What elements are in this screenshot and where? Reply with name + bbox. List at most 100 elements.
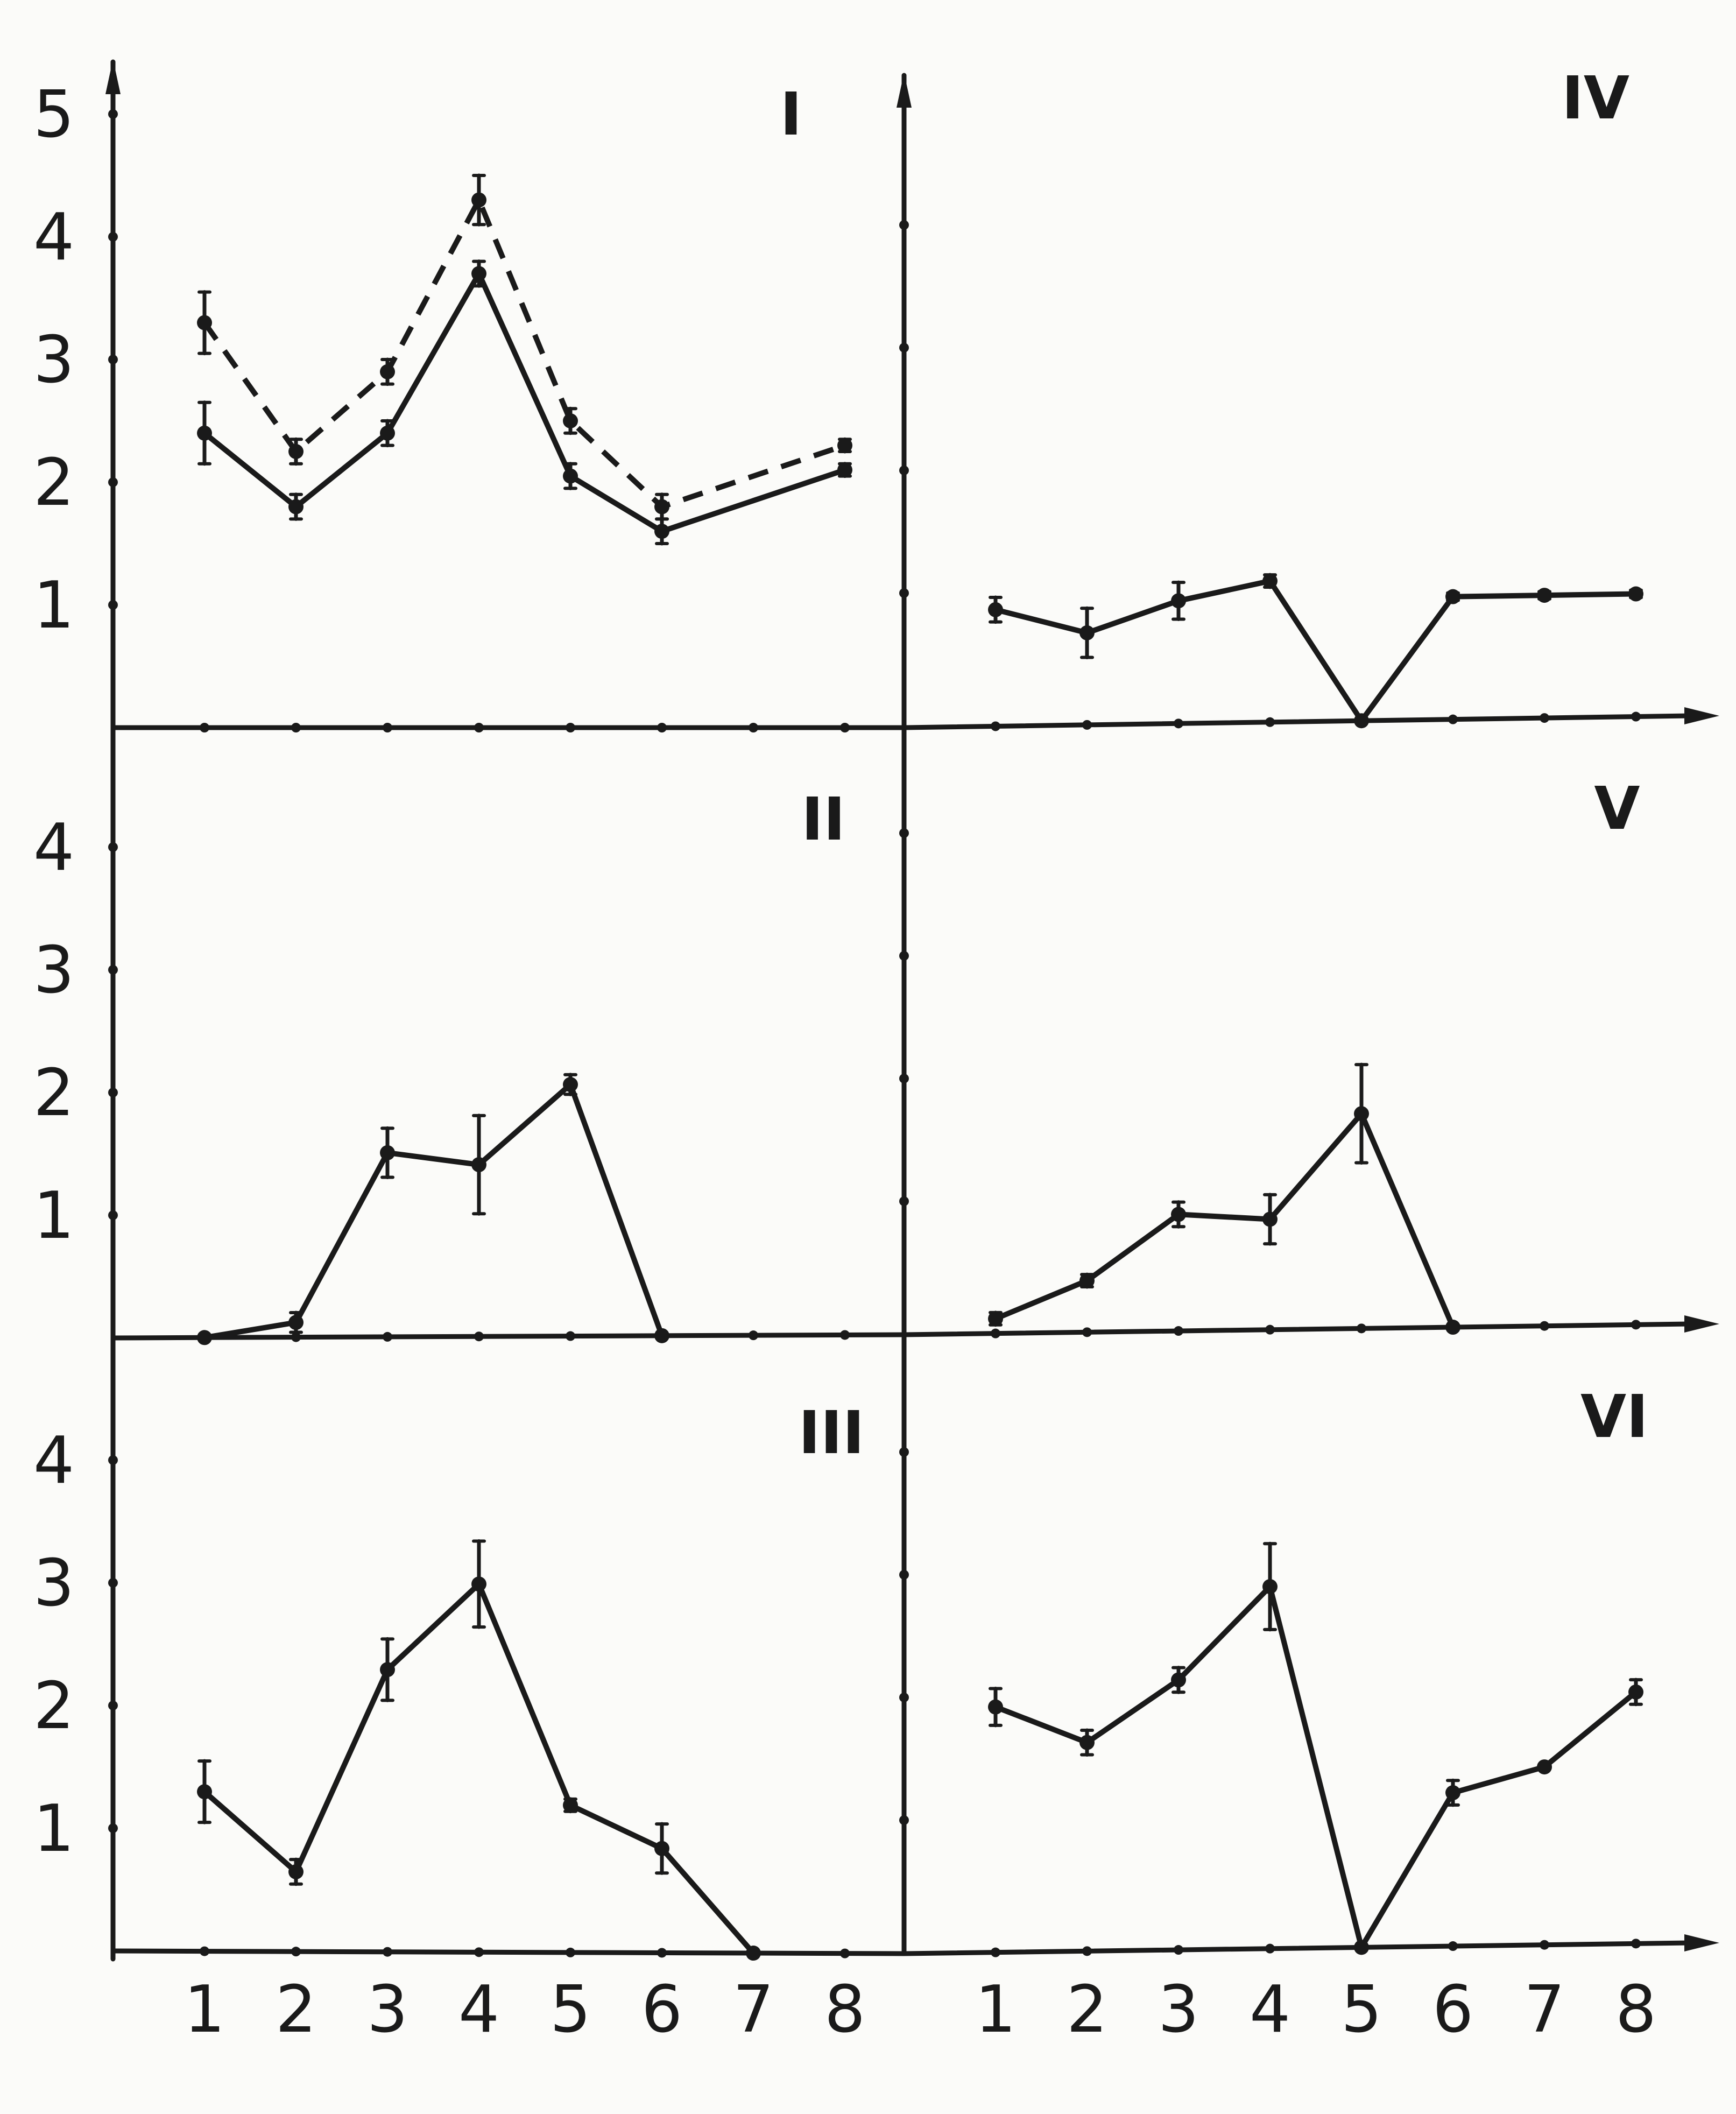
y-tick-IV-4 — [899, 220, 909, 230]
panel-label-VI: VI — [1580, 1382, 1648, 1451]
data-point-V-1-5 — [1354, 1106, 1369, 1122]
data-point-IV-1-1 — [988, 602, 1003, 617]
x-axis-right-row-1 — [901, 713, 1692, 730]
data-point-III-1-7 — [746, 1946, 761, 1961]
data-point-I-2-6 — [654, 524, 669, 539]
panel-label-III: III — [799, 1398, 865, 1467]
y-tick-I-4 — [108, 232, 118, 242]
x-tick-III-8 — [840, 1948, 850, 1958]
data-point-IV-1-8 — [1628, 586, 1643, 602]
x-tick-label-R-3: 3 — [1158, 1972, 1199, 2047]
x-tick-III-5 — [566, 1947, 575, 1957]
y-tick-I-1 — [108, 600, 118, 610]
x-tick-III-4 — [474, 1947, 484, 1957]
x-tick-IV-3 — [1174, 718, 1183, 729]
x-tick-label-L-3: 3 — [367, 1972, 408, 2047]
x-tick-label-R-4: 4 — [1250, 1972, 1290, 2047]
x-axis-arrow-row-1 — [1684, 707, 1719, 724]
y-tick-IV-5 — [899, 97, 909, 107]
x-tick-label-R-8: 8 — [1615, 1972, 1656, 2047]
y-tick-IV-1 — [899, 588, 909, 598]
y-tick-label-I-2: 2 — [33, 446, 74, 520]
series-line-IV-1 — [994, 578, 1636, 724]
panel-label-I: I — [780, 80, 802, 149]
x-tick-label-L-8: 8 — [824, 1972, 865, 2047]
x-tick-VI-7 — [1540, 1940, 1549, 1950]
x-tick-IV-7 — [1540, 713, 1549, 723]
y-tick-III-2 — [108, 1701, 118, 1710]
y-tick-label-I-3: 3 — [33, 323, 74, 398]
series-line-III-1 — [202, 1581, 756, 1955]
y-tick-III-3 — [108, 1578, 118, 1588]
y-tick-II-2 — [108, 1088, 118, 1097]
x-tick-VI-2 — [1082, 1946, 1092, 1956]
x-axis-right-row-2 — [901, 1321, 1692, 1337]
x-axis-left-row-2 — [110, 1332, 907, 1341]
x-axis-left-row-3 — [110, 1948, 907, 1956]
data-point-I-2-8 — [837, 462, 852, 478]
data-point-II-1-1 — [197, 1330, 212, 1345]
data-point-I-1-8 — [837, 438, 852, 453]
series-line-V-1 — [994, 1111, 1456, 1328]
x-tick-I-6 — [657, 723, 667, 732]
y-tick-IV-3 — [899, 343, 909, 353]
x-tick-label-R-5: 5 — [1341, 1972, 1382, 2047]
data-point-I-1-5 — [563, 413, 578, 428]
series-line-VI-1 — [994, 1584, 1638, 1950]
y-tick-label-III-4: 4 — [33, 1424, 74, 1498]
x-tick-label-R-1: 1 — [975, 1972, 1016, 2047]
y-tick-label-III-1: 1 — [33, 1792, 74, 1866]
y-tick-VI-3 — [899, 1570, 909, 1580]
panel-label-IV: IV — [1562, 64, 1629, 132]
y-tick-label-II-3: 3 — [33, 933, 74, 1008]
x-tick-label-R-6: 6 — [1432, 1972, 1473, 2047]
y-tick-label-I-4: 4 — [33, 200, 74, 275]
data-point-III-1-4 — [471, 1576, 486, 1592]
x-tick-label-L-7: 7 — [733, 1972, 774, 2047]
x-tick-III-6 — [657, 1948, 667, 1958]
x-tick-label-L-5: 5 — [550, 1972, 591, 2047]
data-point-IV-1-4 — [1262, 573, 1278, 589]
y-tick-label-III-3: 3 — [33, 1546, 74, 1621]
data-point-III-1-1 — [197, 1784, 212, 1800]
data-point-VI-1-7 — [1537, 1759, 1552, 1775]
x-axis-arrow-row-3 — [1684, 1934, 1719, 1951]
x-tick-I-7 — [749, 723, 758, 732]
data-point-II-1-2 — [288, 1315, 304, 1330]
y-tick-label-I-5: 5 — [33, 77, 74, 152]
x-tick-I-5 — [566, 723, 575, 732]
data-point-I-2-3 — [380, 425, 395, 441]
panel-label-V: V — [1594, 774, 1640, 843]
data-point-I-1-6 — [654, 499, 669, 515]
x-tick-VI-4 — [1265, 1943, 1275, 1954]
y-tick-II-4 — [108, 842, 118, 852]
y-tick-III-1 — [108, 1823, 118, 1833]
x-tick-label-L-1: 1 — [184, 1972, 225, 2047]
data-point-V-1-6 — [1445, 1320, 1460, 1335]
data-point-II-1-4 — [471, 1157, 486, 1173]
x-tick-IV-2 — [1082, 720, 1092, 730]
data-point-IV-1-7 — [1537, 588, 1552, 603]
y-tick-label-II-4: 4 — [33, 811, 74, 885]
y-tick-V-1 — [899, 1196, 909, 1206]
data-point-IV-1-6 — [1445, 589, 1460, 604]
x-tick-label-R-2: 2 — [1067, 1972, 1107, 2047]
x-tick-II-7 — [749, 1330, 758, 1341]
x-axis-arrow-row-2 — [1684, 1315, 1719, 1333]
x-tick-I-8 — [840, 723, 850, 732]
data-point-V-1-3 — [1171, 1207, 1186, 1222]
data-point-V-1-2 — [1079, 1273, 1095, 1288]
data-point-III-1-2 — [288, 1864, 304, 1879]
y-tick-label-II-2: 2 — [33, 1056, 74, 1131]
x-tick-V-4 — [1265, 1324, 1275, 1335]
data-point-I-2-4 — [471, 266, 486, 281]
y-tick-II-1 — [108, 1210, 118, 1220]
x-tick-label-L-4: 4 — [458, 1972, 499, 2047]
y-tick-I-2 — [108, 477, 118, 487]
x-tick-label-L-6: 6 — [641, 1972, 682, 2047]
y-tick-I-3 — [108, 355, 118, 364]
x-tick-V-3 — [1174, 1326, 1183, 1336]
data-point-VI-1-5 — [1354, 1940, 1369, 1955]
